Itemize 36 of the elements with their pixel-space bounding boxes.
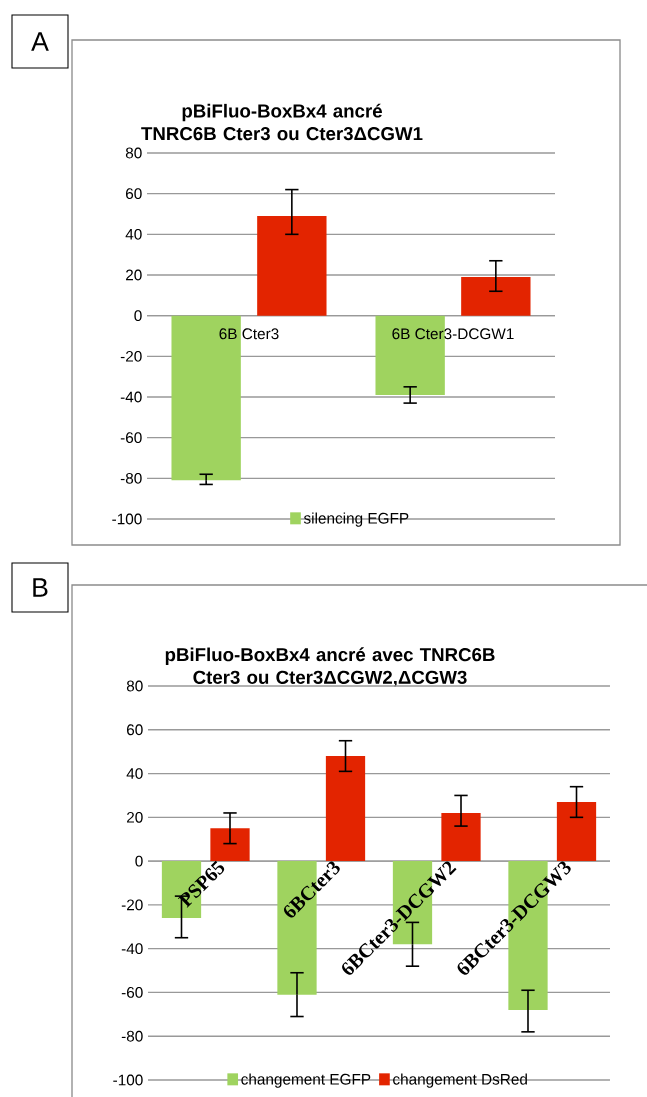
- y-tick-label: -20: [121, 899, 143, 911]
- bar: [210, 828, 250, 862]
- y-tick-label: -60: [121, 987, 143, 998]
- bar: [325, 756, 366, 862]
- y-tick-label: 80: [125, 147, 142, 159]
- bar: [556, 802, 597, 862]
- y-tick-label: 0: [134, 310, 142, 322]
- text: A: [31, 32, 49, 51]
- legend-label: changement DsRed: [393, 1073, 527, 1088]
- y-tick-label: 60: [127, 724, 143, 736]
- bar: [441, 812, 481, 862]
- y-tick-label: 0: [135, 855, 143, 867]
- y-tick-label: -100: [113, 1074, 143, 1086]
- chart-title: pBiFluo-BoxBx4 ancré TNRC6B Cter3 ou Cter3ΔCGW1: [141, 103, 423, 141]
- y-tick-label: -80: [121, 1030, 143, 1042]
- y-tick-label: -80: [120, 472, 142, 484]
- y-tick-label: -100: [112, 513, 142, 525]
- y-tick-label: -20: [120, 350, 142, 362]
- bar: [257, 216, 327, 316]
- bar: [171, 315, 241, 481]
- bar: [392, 861, 433, 945]
- text: B: [33, 578, 48, 597]
- y-tick-label: 40: [126, 768, 143, 779]
- legend-label: changement EGFP: [241, 1073, 371, 1088]
- y-tick-label: 40: [125, 228, 142, 240]
- y-tick-label: -40: [120, 391, 142, 403]
- y-tick-label: 20: [127, 811, 143, 823]
- x-tick-label: 6B Cter3: [219, 328, 279, 340]
- bar: [461, 277, 531, 316]
- y-tick-label: 60: [126, 188, 142, 200]
- legend-label: silencing EGFP: [303, 512, 409, 527]
- chart-title: pBiFluo-BoxBx4 ancré avec TNRC6B Cter3 ou Cter3ΔCGW2,ΔCGW3: [165, 647, 495, 687]
- y-tick-label: 20: [126, 269, 142, 281]
- y-tick-label: -40: [121, 943, 143, 955]
- y-tick-label: -60: [120, 432, 142, 444]
- y-tick-label: 80: [126, 680, 143, 692]
